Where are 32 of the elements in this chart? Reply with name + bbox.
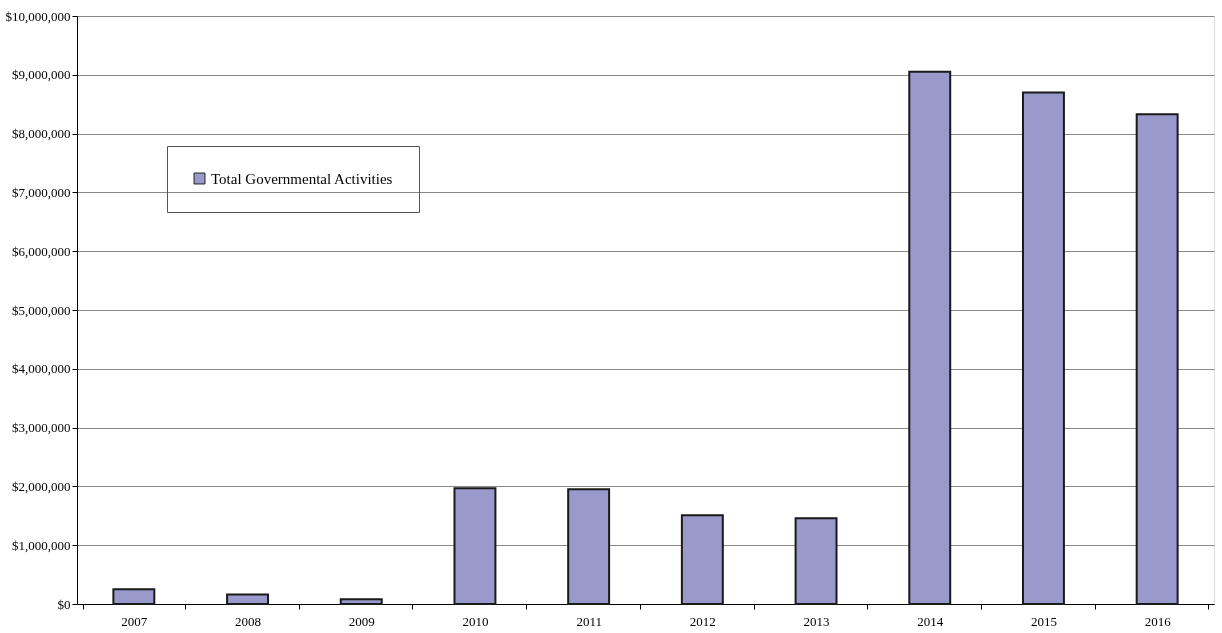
y-tick-label: $10,000,000 <box>5 8 71 24</box>
y-tick-label: $3,000,000 <box>12 420 71 436</box>
y-tick-label: $5,000,000 <box>12 302 71 318</box>
y-tick-label: $7,000,000 <box>12 184 71 200</box>
bar <box>567 488 611 605</box>
bar <box>908 70 952 605</box>
y-tick-label: $4,000,000 <box>12 361 71 377</box>
y-tick-label: $8,000,000 <box>12 126 71 142</box>
x-tick-label: 2007 <box>121 613 148 629</box>
x-tick-label: 2011 <box>576 613 602 629</box>
bar <box>794 517 838 605</box>
x-tick-label: 2010 <box>462 613 489 629</box>
bar <box>226 593 270 605</box>
x-tick-label: 2009 <box>348 613 375 629</box>
legend-label: Total Governmental Activities <box>211 170 393 187</box>
y-tick-label: $2,000,000 <box>12 478 71 494</box>
x-tick-label: 2013 <box>803 613 830 629</box>
x-tick-label: 2016 <box>1144 613 1172 629</box>
bar <box>112 588 156 605</box>
bar <box>1135 113 1179 605</box>
y-tick-label: $0 <box>57 596 71 612</box>
y-tick-label: $1,000,000 <box>12 537 71 553</box>
bar <box>680 514 724 605</box>
bar <box>1021 91 1065 605</box>
y-tick-label: $9,000,000 <box>12 67 71 83</box>
bar <box>453 487 497 605</box>
x-tick-label: 2015 <box>1030 613 1057 629</box>
x-tick-label: 2012 <box>689 613 716 629</box>
y-tick-label: $6,000,000 <box>12 243 71 259</box>
x-tick-label: 2008 <box>235 613 262 629</box>
bar <box>339 598 383 605</box>
x-tick-label: 2014 <box>917 613 944 629</box>
